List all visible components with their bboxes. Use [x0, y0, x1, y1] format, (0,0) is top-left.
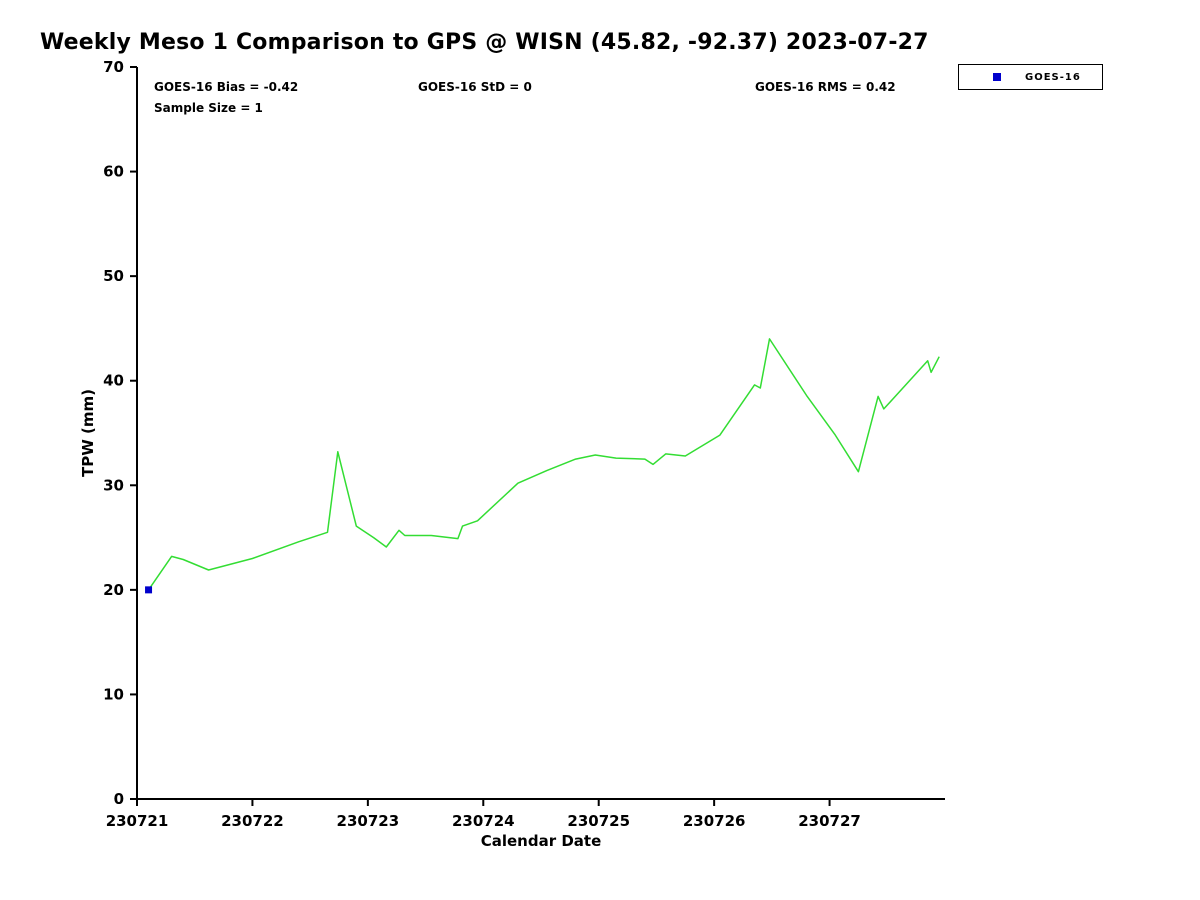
y-tick-label: 60	[103, 163, 124, 181]
y-tick-label: 20	[103, 581, 124, 599]
data-marker-goes-16	[145, 586, 153, 594]
chart-title: Weekly Meso 1 Comparison to GPS @ WISN (…	[40, 30, 929, 55]
x-tick-label: 230724	[452, 812, 515, 830]
series-line	[147, 338, 940, 591]
x-tick-label: 230727	[798, 812, 861, 830]
annotation-bias: GOES-16 Bias = -0.42	[154, 80, 299, 94]
annotation-sample-size: Sample Size = 1	[154, 101, 263, 115]
annotation-rms: GOES-16 RMS = 0.42	[755, 80, 896, 94]
x-tick-label: 230725	[567, 812, 630, 830]
x-tick-label: 230723	[337, 812, 400, 830]
y-tick-label: 10	[103, 685, 124, 703]
y-tick-label: 30	[103, 476, 124, 494]
legend: GOES-16	[958, 64, 1103, 90]
y-tick-label: 50	[103, 267, 124, 285]
annotation-std: GOES-16 StD = 0	[418, 80, 532, 94]
legend-label-goes16: GOES-16	[1025, 71, 1081, 83]
x-tick-label: 230721	[106, 812, 169, 830]
y-axis-label: TPW (mm)	[79, 389, 97, 477]
y-tick-label: 70	[103, 58, 124, 76]
y-tick-label: 40	[103, 372, 124, 390]
x-tick-label: 230726	[683, 812, 746, 830]
x-axis-label: Calendar Date	[480, 832, 602, 850]
y-tick-label: 0	[114, 790, 124, 808]
x-tick-label: 230722	[221, 812, 284, 830]
legend-marker-goes16-icon	[993, 73, 1001, 81]
